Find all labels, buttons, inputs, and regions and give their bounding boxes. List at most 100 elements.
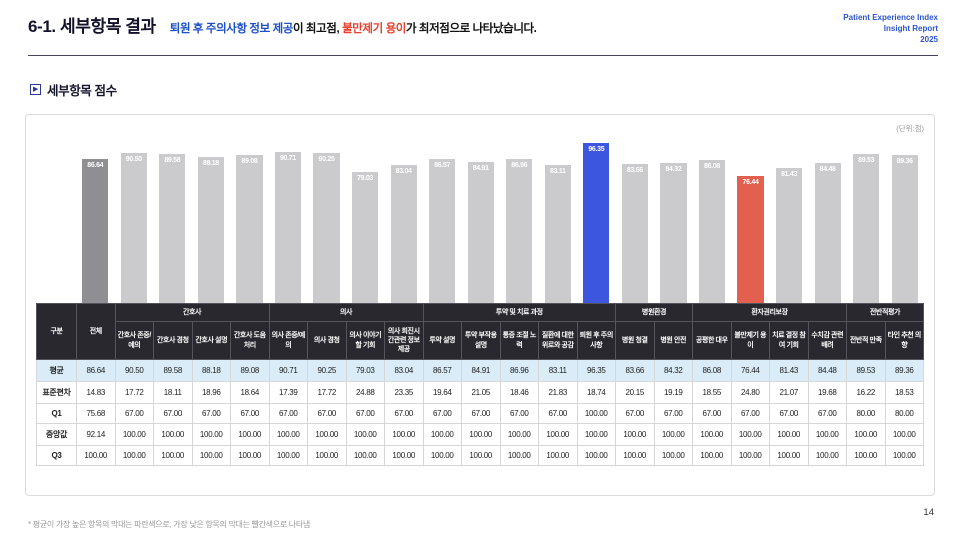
table-row: 평균 86.64 90.50 89.58 88.18 89.08 90.71 90.25 79.… [36, 359, 924, 382]
col-header: 병원 안전 [653, 321, 693, 360]
bar: 89.36 [891, 155, 918, 303]
bar: 88.18 [197, 157, 224, 303]
col-header: 의사 이야기할 기회 [345, 321, 385, 360]
score-cell: 67.00 [807, 403, 847, 424]
score-cell: 21.83 [538, 381, 578, 404]
bar: 84.48 [814, 163, 841, 303]
score-cell: 83.11 [538, 359, 578, 382]
bar-cell: 90.71 [269, 137, 308, 303]
score-cell: 89.53 [846, 359, 886, 382]
col-header: 병원 청결 [615, 321, 655, 360]
score-cell: 19.19 [653, 381, 693, 404]
bar-cell: 79.03 [346, 137, 385, 303]
bar-value-label: 83.66 [626, 167, 643, 174]
score-cell: 23.35 [384, 381, 424, 404]
bar-cell: 89.53 [847, 137, 886, 303]
score-cell: 100.00 [576, 423, 616, 446]
score-cell: 100.00 [345, 445, 385, 466]
score-cell: 17.72 [307, 381, 347, 404]
row-label: Q1 [36, 403, 77, 424]
chart-card: (단위:점) 86.64 90.50 89.58 88.18 89.08 90.71 90.… [25, 114, 935, 496]
bar: 90.25 [313, 153, 340, 303]
bar-value-label: 79.03 [357, 175, 374, 182]
score-cell: 96.35 [576, 359, 616, 382]
table-row: Q1 75.68 67.00 67.00 67.00 67.00 67.00 67.00 67.… [36, 403, 924, 424]
bar: 76.44 [737, 176, 764, 303]
score-cell: 100.00 [615, 423, 655, 446]
bar-value-label: 88.18 [202, 160, 219, 167]
score-table: 구분 전체 간호사 의사 투약 및 치료 과정 병원환경 환자권리보장 전반적평가 간호사 존… [36, 303, 924, 466]
bar-value-label: 89.58 [164, 157, 181, 164]
score-cell: 17.72 [114, 381, 154, 404]
score-cell: 67.00 [230, 403, 270, 424]
score-cell: 84.32 [653, 359, 693, 382]
group-header: 투약 및 치료 과정 [422, 303, 616, 322]
bar-cell: 83.11 [539, 137, 578, 303]
bar-value-label: 90.25 [318, 156, 335, 163]
score-cell: 100.00 [153, 445, 193, 466]
col-header: 치료 결정 참여 기회 [769, 321, 809, 360]
score-cell: 84.91 [461, 359, 501, 382]
score-cell: 18.74 [576, 381, 616, 404]
col-header: 의사 경청 [307, 321, 347, 360]
col-header: 간호사 도움처리 [230, 321, 270, 360]
bar: 86.57 [429, 159, 456, 303]
score-cell: 86.08 [692, 359, 732, 382]
row-label: 표준편차 [36, 381, 77, 404]
score-cell: 90.71 [268, 359, 308, 382]
unit-label: (단위:점) [896, 124, 924, 133]
score-cell: 100.00 [846, 423, 886, 446]
col-header: 투약 설명 [422, 321, 462, 360]
bar-value-label: 90.71 [279, 155, 296, 162]
bar-cell: 96.35 [577, 137, 616, 303]
score-cell: 100.00 [653, 423, 693, 446]
score-cell: 18.53 [884, 381, 924, 404]
score-cell: 24.80 [730, 381, 770, 404]
score-cell: 100.00 [538, 423, 578, 446]
page-number: 14 [923, 507, 934, 518]
col-header: 간호사 경청 [153, 321, 193, 360]
bar: 90.71 [274, 152, 302, 303]
score-cell: 100.00 [499, 423, 539, 446]
score-cell: 67.00 [499, 403, 539, 424]
score-cell: 67.00 [692, 403, 732, 424]
bar: 83.04 [390, 165, 417, 303]
bar-cell: 86.64 [76, 137, 115, 303]
bar-cell: 88.18 [192, 137, 231, 303]
col-header: 불만제기 용이 [730, 321, 770, 360]
score-cell: 67.00 [114, 403, 154, 424]
score-cell: 67.00 [153, 403, 193, 424]
col-header: 의사 회진시간관련 정보 제공 [384, 321, 424, 360]
bar-value-label: 84.91 [472, 165, 489, 172]
score-cell: 100.00 [692, 445, 732, 466]
col-header: 질환에 대한 위로와 공감 [538, 321, 578, 360]
bar-value-label: 81.43 [781, 171, 798, 178]
score-cell: 67.00 [191, 403, 231, 424]
score-cell: 75.68 [76, 403, 116, 424]
score-cell: 80.00 [846, 403, 886, 424]
score-cell: 100.00 [230, 445, 270, 466]
bar-cell: 83.04 [384, 137, 423, 303]
col-header: 타인 추천 의향 [884, 321, 924, 360]
col-header: 전반적 만족 [846, 321, 886, 360]
score-cell: 89.58 [153, 359, 193, 382]
bar: 83.11 [544, 165, 571, 303]
col-header-category: 구분 [36, 303, 77, 360]
bar-cell: 76.44 [731, 137, 770, 303]
row-label: 평균 [36, 359, 77, 382]
bar-cell: 90.50 [115, 137, 154, 303]
score-cell: 100.00 [76, 445, 116, 466]
score-cell: 86.57 [422, 359, 462, 382]
score-cell: 86.64 [76, 359, 116, 382]
score-cell: 100.00 [268, 445, 308, 466]
score-cell: 81.43 [769, 359, 809, 382]
bar-cell: 84.48 [808, 137, 847, 303]
page-title: 6-1. 세부항목 결과 [28, 17, 156, 36]
bar-value-label: 89.36 [896, 158, 913, 165]
section-bullet-icon: ▶ [30, 84, 41, 95]
bar-cell: 81.43 [770, 137, 809, 303]
bar-value-label: 86.08 [703, 163, 720, 170]
col-header-total: 전체 [76, 303, 116, 360]
bar-cell: 90.25 [307, 137, 346, 303]
title-row: 6-1. 세부항목 결과 퇴원 후 주의사항 정보 제공이 최고점, 불만제기 … [28, 12, 537, 37]
